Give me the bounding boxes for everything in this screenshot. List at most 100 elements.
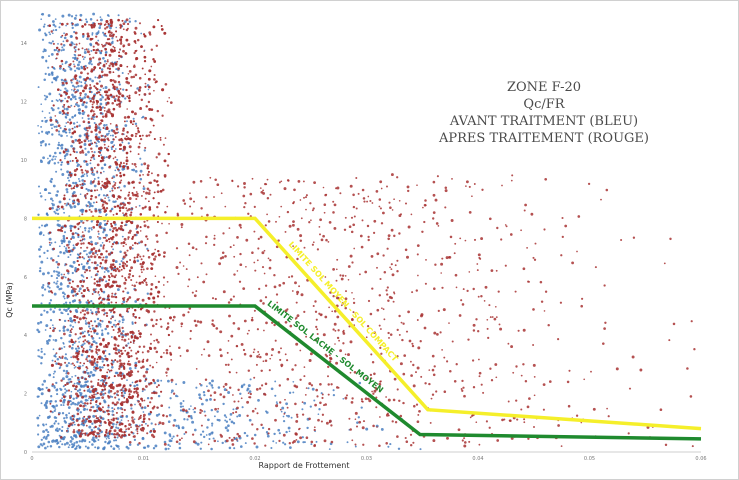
point-avant bbox=[60, 336, 63, 340]
point-apres bbox=[380, 352, 383, 355]
point-apres bbox=[124, 389, 127, 392]
point-avant bbox=[55, 404, 58, 407]
point-apres bbox=[443, 356, 446, 359]
point-apres bbox=[103, 44, 106, 47]
point-avant bbox=[56, 190, 59, 193]
point-avant bbox=[43, 251, 46, 255]
point-apres bbox=[101, 383, 105, 386]
point-avant bbox=[83, 56, 86, 59]
point-avant bbox=[274, 394, 277, 397]
point-apres bbox=[119, 224, 123, 228]
point-apres bbox=[102, 236, 105, 239]
point-apres bbox=[112, 107, 116, 111]
point-avant bbox=[116, 436, 119, 439]
point-apres bbox=[76, 407, 79, 410]
point-apres bbox=[61, 34, 64, 37]
point-avant bbox=[167, 420, 171, 423]
point-avant bbox=[125, 415, 128, 417]
point-apres bbox=[128, 145, 132, 149]
point-avant bbox=[41, 55, 45, 59]
point-apres bbox=[132, 65, 136, 68]
point-apres bbox=[120, 315, 123, 318]
point-apres bbox=[85, 48, 88, 51]
point-apres bbox=[110, 112, 113, 115]
point-apres bbox=[187, 415, 191, 418]
point-avant bbox=[55, 155, 57, 158]
point-apres bbox=[184, 431, 188, 434]
point-avant bbox=[97, 438, 100, 442]
point-avant bbox=[57, 271, 61, 275]
point-apres bbox=[100, 70, 104, 74]
point-apres bbox=[87, 341, 91, 345]
point-apres bbox=[125, 428, 128, 431]
point-apres bbox=[512, 371, 515, 374]
point-apres bbox=[103, 138, 106, 142]
point-apres bbox=[188, 278, 191, 281]
point-apres bbox=[156, 221, 159, 223]
point-apres bbox=[51, 258, 55, 262]
point-apres bbox=[83, 101, 86, 104]
point-avant bbox=[102, 447, 106, 451]
point-apres bbox=[387, 237, 390, 241]
point-apres bbox=[159, 138, 162, 141]
point-avant bbox=[101, 333, 104, 336]
point-apres bbox=[472, 323, 476, 327]
point-apres bbox=[143, 224, 147, 228]
point-apres bbox=[172, 424, 175, 427]
point-apres bbox=[76, 101, 78, 104]
point-apres bbox=[95, 313, 98, 316]
point-apres bbox=[352, 223, 356, 227]
point-avant bbox=[310, 443, 313, 446]
point-apres bbox=[120, 394, 124, 397]
point-avant bbox=[83, 127, 86, 130]
point-apres bbox=[102, 244, 106, 247]
point-avant bbox=[90, 240, 93, 244]
point-apres bbox=[607, 415, 610, 418]
point-apres bbox=[60, 205, 64, 209]
point-avant bbox=[59, 440, 62, 443]
point-apres bbox=[79, 332, 82, 335]
point-apres bbox=[122, 346, 125, 349]
point-avant bbox=[62, 437, 65, 441]
point-avant bbox=[64, 309, 68, 312]
point-avant bbox=[45, 59, 48, 62]
point-apres bbox=[138, 174, 142, 177]
point-apres bbox=[128, 423, 132, 427]
point-apres bbox=[260, 369, 263, 373]
point-apres bbox=[97, 62, 100, 66]
point-apres bbox=[511, 174, 514, 177]
point-avant bbox=[97, 322, 101, 326]
point-apres bbox=[107, 298, 111, 301]
point-avant bbox=[200, 441, 203, 444]
point-avant bbox=[71, 26, 74, 30]
point-avant bbox=[115, 87, 119, 91]
point-apres bbox=[82, 89, 85, 93]
point-apres bbox=[57, 228, 60, 232]
point-avant bbox=[138, 204, 141, 207]
point-avant bbox=[95, 341, 98, 345]
point-apres bbox=[120, 268, 123, 271]
point-apres bbox=[138, 345, 141, 348]
point-avant bbox=[41, 224, 43, 227]
point-apres bbox=[428, 369, 431, 371]
point-avant bbox=[59, 67, 62, 70]
point-apres bbox=[567, 404, 571, 408]
point-avant bbox=[65, 375, 69, 379]
point-apres bbox=[76, 412, 80, 416]
point-avant bbox=[36, 416, 40, 420]
point-apres bbox=[108, 154, 112, 158]
point-avant bbox=[67, 406, 71, 409]
point-apres bbox=[99, 392, 103, 396]
point-avant bbox=[84, 82, 87, 85]
point-apres bbox=[92, 114, 95, 117]
point-apres bbox=[320, 276, 323, 279]
point-avant bbox=[110, 311, 112, 314]
point-avant bbox=[95, 332, 99, 336]
point-apres bbox=[141, 427, 145, 431]
point-apres bbox=[199, 320, 203, 324]
point-avant bbox=[40, 195, 43, 198]
point-apres bbox=[278, 384, 282, 387]
point-apres bbox=[169, 351, 172, 355]
point-avant bbox=[107, 196, 110, 199]
point-apres bbox=[111, 189, 114, 192]
